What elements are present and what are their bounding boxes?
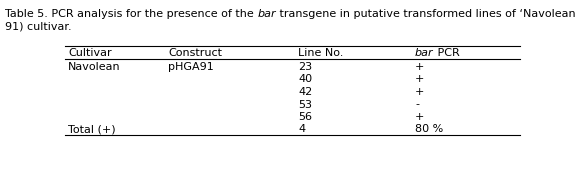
Text: -: - — [415, 100, 419, 109]
Text: transgene in putative transformed lines of ‘Navolean’ (pHGA-: transgene in putative transformed lines … — [276, 9, 575, 19]
Text: pHGA91: pHGA91 — [168, 62, 214, 72]
Text: 4: 4 — [298, 124, 305, 134]
Text: +: + — [415, 87, 424, 97]
Text: Navolean: Navolean — [68, 62, 121, 72]
Text: 80 %: 80 % — [415, 124, 443, 134]
Text: +: + — [415, 74, 424, 85]
Text: +: + — [415, 112, 424, 122]
Text: 40: 40 — [298, 74, 312, 85]
Text: PCR: PCR — [434, 48, 459, 58]
Text: 53: 53 — [298, 100, 312, 109]
Text: bar: bar — [415, 48, 434, 58]
Text: 91) cultivar.: 91) cultivar. — [5, 22, 72, 31]
Text: 42: 42 — [298, 87, 312, 97]
Text: Total (+): Total (+) — [68, 124, 116, 134]
Text: bar: bar — [257, 9, 276, 19]
Text: Line No.: Line No. — [298, 48, 343, 58]
Text: Cultivar: Cultivar — [68, 48, 112, 58]
Text: Table 5. PCR analysis for the presence of the: Table 5. PCR analysis for the presence o… — [5, 9, 257, 19]
Text: +: + — [415, 62, 424, 72]
Text: 23: 23 — [298, 62, 312, 72]
Text: Construct: Construct — [168, 48, 222, 58]
Text: 56: 56 — [298, 112, 312, 122]
